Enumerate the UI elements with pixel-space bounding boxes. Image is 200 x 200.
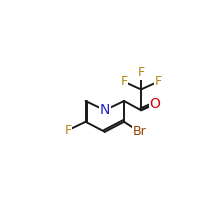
Text: N: N — [100, 103, 110, 117]
Text: F: F — [64, 124, 71, 137]
Text: O: O — [149, 97, 160, 111]
Text: F: F — [120, 75, 128, 88]
Text: F: F — [137, 66, 145, 79]
Text: F: F — [154, 75, 162, 88]
Text: Br: Br — [133, 125, 146, 138]
